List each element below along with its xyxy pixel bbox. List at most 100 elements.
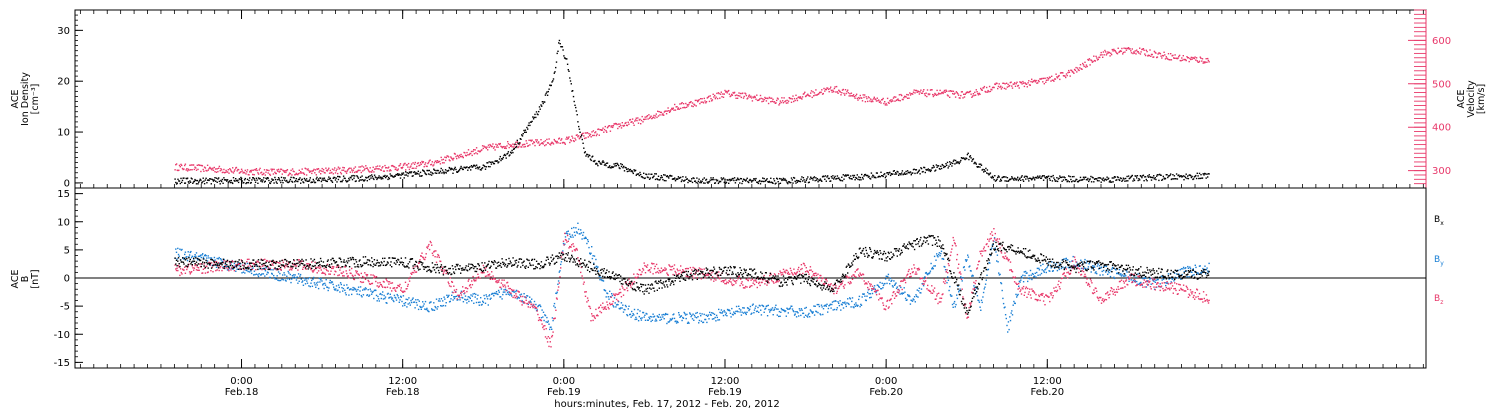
- density-series-point: [359, 176, 362, 178]
- by-series-point: [357, 288, 359, 291]
- by-series-point: [1138, 283, 1140, 285]
- density-series-point: [375, 176, 377, 179]
- by-series-point: [984, 286, 986, 288]
- velocity-series-point: [681, 102, 683, 104]
- density-series-point: [293, 177, 295, 179]
- by-series-point: [569, 233, 571, 235]
- bz-series-point: [423, 258, 425, 260]
- velocity-series-point: [1085, 64, 1088, 66]
- by-series-point: [654, 320, 656, 322]
- velocity-series-point: [753, 95, 756, 98]
- density-series-point: [490, 163, 493, 165]
- velocity-series-point: [1144, 54, 1147, 57]
- density-series-point: [814, 179, 816, 182]
- by-series-point: [680, 315, 683, 317]
- velocity-series-point: [410, 163, 413, 165]
- bz-series-point: [373, 275, 376, 277]
- by-series-point: [297, 273, 300, 275]
- by-series-point: [468, 296, 471, 298]
- by-series-point: [962, 277, 964, 279]
- by-series-point: [278, 279, 280, 282]
- bz-series-point: [269, 267, 271, 270]
- by-series-point: [909, 295, 911, 298]
- velocity-series-point: [1020, 81, 1023, 84]
- by-series-point: [706, 315, 709, 317]
- bz-series-point: [376, 285, 378, 287]
- by-series-point: [685, 317, 687, 320]
- density-series-point: [1202, 173, 1204, 175]
- by-series-point: [1097, 263, 1099, 265]
- density-series-point: [474, 165, 476, 167]
- bz-series-point: [538, 317, 540, 319]
- velocity-series-point: [783, 97, 785, 99]
- by-series-point: [1113, 277, 1116, 280]
- velocity-series-point: [301, 168, 303, 170]
- density-series-point: [898, 173, 901, 175]
- by-series-point: [965, 260, 967, 262]
- velocity-series-point: [695, 105, 697, 107]
- velocity-series-point: [523, 146, 525, 148]
- density-series-point: [824, 178, 826, 180]
- velocity-series-point: [918, 93, 921, 95]
- velocity-series-point: [708, 95, 710, 98]
- by-series-point: [660, 316, 662, 318]
- density-series-point: [823, 175, 825, 178]
- density-series-point: [1173, 175, 1176, 177]
- velocity-series-point: [920, 92, 923, 94]
- density-series-point: [1073, 180, 1076, 183]
- by-series-point: [1043, 271, 1045, 273]
- velocity-series-point: [839, 91, 841, 93]
- velocity-series-point: [279, 170, 281, 172]
- velocity-series-point: [766, 97, 768, 99]
- velocity-series-point: [702, 101, 704, 103]
- velocity-series-point: [734, 94, 737, 97]
- by-series-point: [886, 282, 888, 285]
- density-series-point: [254, 181, 257, 183]
- density-series-point: [362, 180, 365, 182]
- velocity-series-point: [793, 100, 795, 103]
- density-series-point: [616, 162, 618, 165]
- density-series-point: [342, 175, 345, 177]
- velocity-series-point: [493, 146, 496, 148]
- by-series-point: [571, 227, 573, 230]
- density-series-point: [1130, 175, 1133, 177]
- velocity-series-point: [571, 135, 573, 137]
- velocity-series-point: [755, 98, 757, 100]
- velocity-series-point: [569, 139, 572, 141]
- bz-series-point: [437, 254, 440, 257]
- velocity-series-point: [977, 94, 980, 96]
- density-series-point: [377, 176, 379, 179]
- density-series-point: [1144, 176, 1146, 178]
- velocity-series-point: [533, 141, 535, 144]
- density-series-point: [701, 180, 703, 182]
- density-series-point: [1200, 174, 1202, 176]
- density-series-point: [566, 63, 569, 65]
- by-series-point: [406, 306, 408, 308]
- density-series-point: [1128, 177, 1130, 180]
- velocity-series-point: [576, 134, 578, 136]
- by-series-point: [1009, 316, 1011, 318]
- velocity-series-point: [1187, 57, 1190, 59]
- by-series-point: [376, 300, 378, 302]
- by-series-point: [779, 315, 781, 317]
- bz-series-point: [440, 269, 443, 271]
- by-series-point: [724, 311, 726, 313]
- velocity-series-point: [861, 97, 863, 99]
- by-series-point: [441, 305, 443, 307]
- velocity-series-point: [671, 108, 674, 110]
- by-series-point: [972, 275, 974, 277]
- density-series-point: [979, 166, 981, 168]
- by-series-point: [598, 275, 600, 278]
- velocity-series-point: [627, 121, 629, 123]
- by-series-point: [371, 293, 373, 295]
- bz-series-point: [199, 263, 201, 265]
- by-series-point: [955, 303, 957, 306]
- velocity-series-point: [461, 155, 464, 157]
- density-series-point: [376, 177, 379, 179]
- bz-series-point: [453, 289, 456, 291]
- density-series-point: [1039, 175, 1041, 177]
- bz-series-point: [533, 304, 535, 306]
- bz-series-point: [514, 297, 516, 299]
- by-series-point: [715, 314, 718, 317]
- by-series-point: [428, 302, 431, 304]
